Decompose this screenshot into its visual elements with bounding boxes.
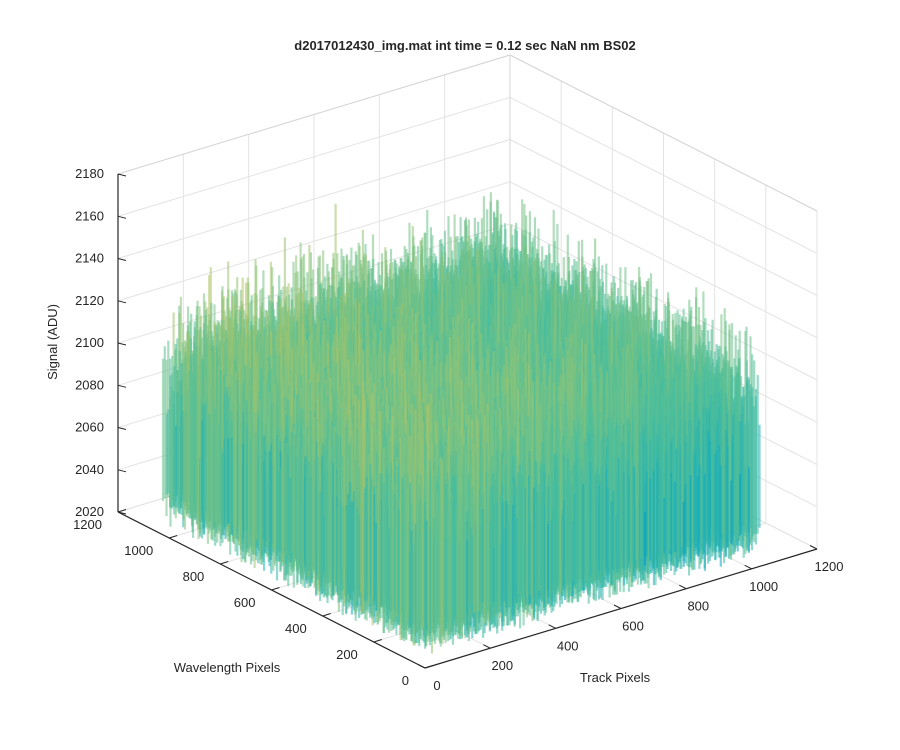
backwall-grid-z — [117, 181, 511, 302]
surface-plot — [161, 192, 761, 654]
backwall-grid-z — [117, 139, 511, 259]
box-edge — [509, 54, 818, 212]
backwall-grid-z — [117, 96, 511, 217]
sidewall-grid-z — [509, 96, 818, 254]
sidewall-grid-z — [509, 181, 818, 339]
box-edge — [117, 54, 511, 175]
sidewall-grid-z — [509, 223, 818, 381]
sidewall-grid-z — [509, 139, 818, 296]
